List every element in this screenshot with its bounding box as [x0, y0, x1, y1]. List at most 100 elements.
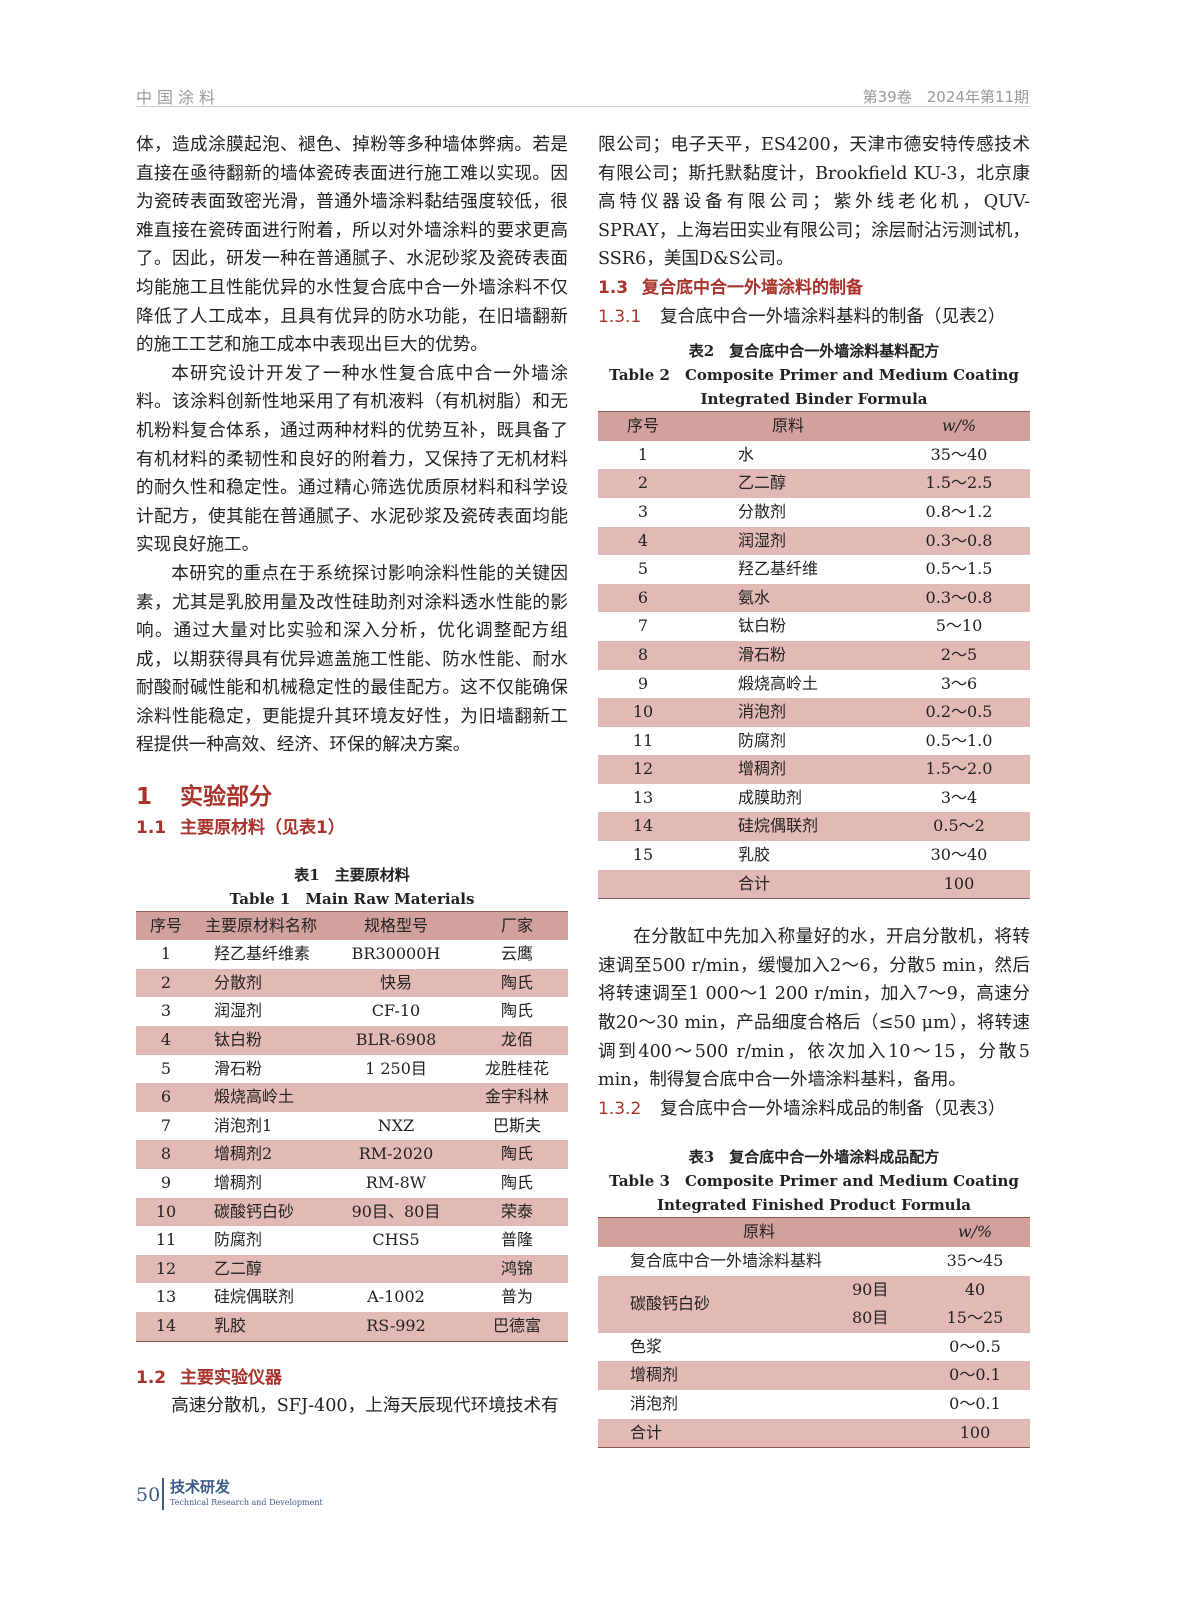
- paragraph: 本研究的重点在于系统探讨影响涂料性能的关键因素，尤其是乳胶用量及改性硅助剂对涂料…: [136, 563, 568, 756]
- table-cell: 12: [155, 1258, 177, 1278]
- table-cell: 硅烷偶联剂: [738, 816, 819, 836]
- table-row: 13 成膜助剂 3～4: [598, 784, 1030, 813]
- table1-caption-cn: 表1 主要原材料: [294, 865, 410, 884]
- right-column: 限公司；电子天平，ES4200，天津市德安特传感技术有限公司；斯托默黏度计，Br…: [598, 131, 1030, 1448]
- table-cell: 分散剂: [214, 972, 263, 992]
- table-cell: 8: [637, 644, 649, 664]
- table-cell: 6: [160, 1087, 172, 1107]
- table-row: 7 消泡剂1 NXZ 巴斯夫: [136, 1112, 568, 1141]
- table-cell: 9: [637, 673, 649, 693]
- table-row: 复合底中合一外墙涂料基料 35～45: [598, 1247, 1030, 1276]
- table-cell: 润湿剂: [738, 530, 787, 550]
- table-row: 15 乳胶 30～40: [598, 841, 1030, 870]
- table-row: 12 乙二醇 鸿锦: [136, 1254, 568, 1284]
- table-cell: 氨水: [738, 587, 771, 607]
- table-cell: 消泡剂: [630, 1393, 679, 1413]
- table-cell: 7: [637, 616, 649, 636]
- table-cell: 9: [160, 1173, 172, 1192]
- table-cell: 2～5: [940, 644, 978, 664]
- table-cell: 14: [632, 816, 654, 836]
- section-heading-1-3-1: 1.3.1 复合底中合一外墙涂料基料的制备（见表2）: [598, 306, 1006, 327]
- table-cell: 13: [155, 1287, 177, 1307]
- table-cell: 4: [160, 1030, 172, 1050]
- table2-caption-en: Table 2 Composite Primer and Medium Coat…: [609, 366, 1019, 385]
- table-cell: 1: [637, 444, 649, 464]
- table-row: 增稠剂 0～0.1: [598, 1361, 1030, 1390]
- table-header: 原料: [771, 416, 804, 436]
- table-cell: 5～10: [935, 616, 983, 636]
- table-header: 规格型号: [363, 915, 428, 935]
- table-cell: 陶氏: [500, 1144, 533, 1164]
- table-cell: 1.5～2.0: [925, 759, 993, 779]
- table-cell: 1.5～2.5: [925, 473, 993, 493]
- section-heading-1-1: 1.1 主要原材料（见表1）: [136, 818, 345, 839]
- table-cell: 5: [160, 1058, 172, 1078]
- table-header: 厂家: [500, 915, 533, 935]
- table-cell: 0～0.1: [949, 1365, 1001, 1385]
- paragraph: 在分散缸中先加入称量好的水，开启分散机，将转速调至500 r/min，缓慢加入2…: [598, 927, 1030, 1091]
- table-cell: 0～0.5: [949, 1336, 1001, 1356]
- table-cell: 15: [632, 845, 654, 865]
- table-row: 6 煅烧高岭土 金宇科林: [136, 1083, 568, 1112]
- table-row: 2 乙二醇 1.5～2.5: [598, 469, 1030, 498]
- table-cell: 巴德富: [492, 1315, 541, 1335]
- table-cell: 陶氏: [500, 1173, 533, 1192]
- table-cell: 鸿锦: [500, 1258, 533, 1278]
- table-row: 3 分散剂 0.8～1.2: [598, 498, 1030, 527]
- table-cell: 羟乙基纤维: [738, 559, 819, 579]
- table-cell: 0.2～0.5: [925, 702, 993, 722]
- left-column: 体，造成涂膜起泡、褪色、掉粉等多种墙体弊病。若是直接在亟待翻新的墙体瓷砖表面进行…: [136, 131, 568, 1421]
- section-heading-1-3: 1.3 复合底中合一外墙涂料的制备: [598, 277, 863, 298]
- table3-caption-en: Integrated Finished Product Formula: [656, 1196, 972, 1215]
- table-cell: 0.3～0.8: [925, 587, 993, 607]
- table-cell: 合计: [630, 1422, 663, 1442]
- table-header: 序号: [149, 915, 182, 935]
- table-cell: NXZ: [377, 1115, 415, 1135]
- table-cell: 15～25: [946, 1308, 1004, 1328]
- table3-caption-cn: 表3 复合底中合一外墙涂料成品配方: [688, 1148, 940, 1167]
- table-header: w/%: [941, 416, 977, 436]
- footer-section-en: Technical Research and Development: [170, 1498, 323, 1507]
- table-cell: 快易: [379, 972, 412, 992]
- table-cell: 6: [637, 587, 649, 607]
- table-cell: 乙二醇: [214, 1258, 263, 1278]
- page-number: 50: [136, 1484, 161, 1506]
- table-cell: 陶氏: [500, 1001, 533, 1021]
- table-cell: 1: [160, 944, 172, 964]
- table-cell: RS-992: [366, 1315, 426, 1335]
- table-cell: 1 250目: [365, 1058, 427, 1078]
- table-cell: 10: [632, 702, 654, 722]
- table-cell: 滑石粉: [738, 644, 787, 664]
- table-cell: 3: [637, 501, 649, 521]
- table1-caption-en: Table 1 Main Raw Materials: [229, 889, 475, 908]
- table-row: 12 增稠剂 1.5～2.0: [598, 755, 1030, 784]
- table-cell: 增稠剂: [214, 1173, 263, 1192]
- table-row: 5 滑石粉 1 250目 龙胜桂花: [136, 1055, 568, 1084]
- table-cell: 30～40: [930, 845, 988, 865]
- table-cell: 钛白粉: [214, 1030, 263, 1050]
- table-cell: 40: [964, 1279, 986, 1299]
- table-row: 8 增稠剂2 RM-2020 陶氏: [136, 1140, 568, 1169]
- table-cell: 碳酸钙白砂: [630, 1293, 711, 1313]
- table-cell: 7: [160, 1115, 172, 1135]
- table-cell: 0.5～1.5: [925, 559, 993, 579]
- table-cell: 13: [632, 787, 654, 807]
- table-row: 7 钛白粉 5～10: [598, 612, 1030, 641]
- issue-info: 第39卷 2024年第11期: [862, 88, 1029, 106]
- footer-section-cn: 技术研发: [170, 1478, 231, 1496]
- table-cell: 羟乙基纤维素: [214, 944, 311, 964]
- table-row: 11 防腐剂 CHS5 普隆: [136, 1226, 568, 1255]
- table-row: 2 分散剂 快易 陶氏: [136, 968, 568, 998]
- table-header: 原料: [742, 1222, 775, 1242]
- table-cell: RM-2020: [358, 1144, 434, 1164]
- table-cell: 4: [637, 530, 649, 550]
- table1: 序号 主要原材料名称 规格型号 厂家 1 羟乙基纤维素 BR30000H 云鹰 2 分散剂…: [136, 911, 568, 1342]
- table-row: 14 乳胶 RS-992 巴德富: [136, 1311, 568, 1342]
- table-cell: 0.8～1.2: [925, 501, 993, 521]
- table-row: 13 硅烷偶联剂 A-1002 普为: [136, 1283, 568, 1312]
- table-row: 10 碳酸钙白砂 90目、80目 荣泰: [136, 1197, 568, 1227]
- table-cell: 11: [155, 1230, 177, 1250]
- table-cell: 35～40: [930, 444, 988, 464]
- table-cell: 水: [738, 444, 755, 464]
- paragraph: 本研究设计开发了一种水性复合底中合一外墙涂料。该涂料创新性地采用了有机液料（有机…: [136, 363, 568, 556]
